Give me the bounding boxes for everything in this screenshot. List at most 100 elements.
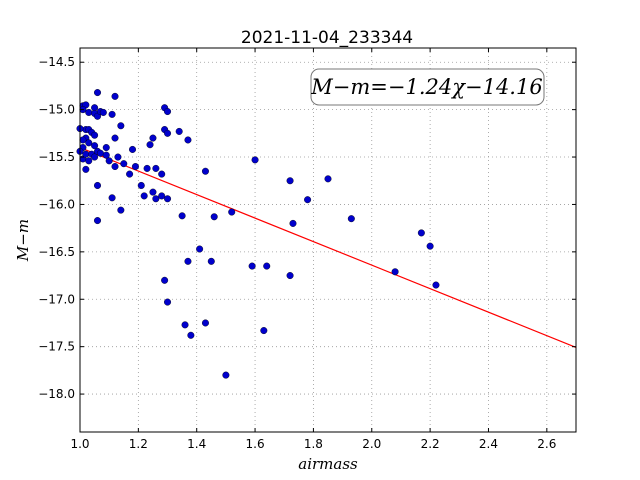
data-point <box>289 219 297 227</box>
data-point <box>432 281 440 289</box>
data-point <box>228 208 236 216</box>
data-point <box>164 108 172 116</box>
data-point <box>263 262 271 270</box>
data-point <box>85 157 93 165</box>
data-point <box>184 257 192 265</box>
data-point <box>146 141 154 149</box>
data-point <box>137 181 145 189</box>
x-tick-label: 2.6 <box>537 437 556 451</box>
data-point <box>286 272 294 280</box>
data-point <box>114 153 122 161</box>
data-point <box>196 245 204 253</box>
data-point <box>82 165 90 173</box>
y-tick-label: −16.5 <box>38 245 75 259</box>
y-tick-label: −15.5 <box>38 150 75 164</box>
data-point <box>426 242 434 250</box>
data-point <box>91 142 99 150</box>
data-point <box>99 108 107 116</box>
x-axis-label: airmass <box>298 455 358 473</box>
data-point <box>94 217 102 225</box>
data-point <box>248 262 256 270</box>
x-tick-label: 1.6 <box>246 437 265 451</box>
data-point <box>117 122 125 130</box>
points-layer <box>76 89 440 379</box>
data-point <box>117 206 125 214</box>
data-point <box>149 188 157 196</box>
x-tick-label: 2.4 <box>479 437 498 451</box>
ticks-layer: 1.0 1.2 1.4 1.6 1.8 2.0 2.2 2.4 2.6 −14.5 −15.0 −15… <box>38 48 576 451</box>
y-tick-label: −17.0 <box>38 292 75 306</box>
grid-layer <box>79 48 576 432</box>
data-point <box>178 212 186 220</box>
y-tick-label: −17.5 <box>38 340 75 354</box>
data-point <box>164 129 172 137</box>
fit-line <box>79 146 577 348</box>
data-point <box>201 167 209 175</box>
data-point <box>158 170 166 178</box>
y-tick-label: −16.0 <box>38 197 75 211</box>
data-point <box>79 136 87 144</box>
x-tick-label: 2.0 <box>362 437 381 451</box>
data-point <box>347 215 355 223</box>
data-point <box>161 276 169 284</box>
data-point <box>108 194 116 202</box>
data-point <box>149 134 157 142</box>
data-point <box>85 139 93 147</box>
data-point <box>184 136 192 144</box>
data-point <box>201 319 209 327</box>
data-point <box>187 331 195 339</box>
y-tick-label: −15.0 <box>38 103 75 117</box>
data-point <box>143 164 151 172</box>
data-point <box>417 229 425 237</box>
data-point <box>91 131 99 139</box>
data-point <box>126 170 134 178</box>
plot-frame <box>79 47 577 433</box>
y-tick-label: −18.0 <box>38 387 75 401</box>
data-point <box>131 163 139 171</box>
data-point <box>207 257 215 265</box>
data-point <box>94 181 102 189</box>
x-tick-label: 1.0 <box>70 437 89 451</box>
data-point <box>102 144 110 152</box>
fit-layer <box>79 146 577 348</box>
fit-annotation: M−m=−1.24χ−14.16 <box>310 68 545 106</box>
data-point <box>210 213 218 221</box>
fit-annotation-box <box>310 68 545 106</box>
y-axis-label: M−m <box>14 219 32 262</box>
y-tick-label: −14.5 <box>38 55 75 69</box>
data-point <box>91 153 99 161</box>
plot-area <box>80 48 576 432</box>
data-point <box>129 145 137 153</box>
data-point <box>304 196 312 204</box>
data-point <box>152 164 160 172</box>
data-point <box>108 110 116 118</box>
data-point <box>152 195 160 203</box>
fit-annotation-text: M−m=−1.24χ−14.16 <box>310 75 542 99</box>
data-point <box>222 371 230 379</box>
data-point <box>391 268 399 276</box>
data-point <box>94 89 102 97</box>
x-tick-label: 1.2 <box>129 437 148 451</box>
data-point <box>181 321 189 329</box>
chart-title: 2021-11-04_233344 <box>241 28 413 48</box>
data-point <box>96 149 104 157</box>
data-point <box>324 175 332 183</box>
data-point <box>175 127 183 135</box>
data-point <box>102 151 110 159</box>
data-point <box>164 195 172 203</box>
data-point <box>111 163 119 171</box>
x-tick-label: 2.2 <box>421 437 440 451</box>
data-point <box>85 108 93 116</box>
data-point <box>140 192 148 200</box>
data-point <box>111 134 119 142</box>
data-point <box>286 177 294 185</box>
data-point <box>111 92 119 100</box>
data-point <box>260 327 268 335</box>
data-point <box>82 150 90 158</box>
x-tick-label: 1.4 <box>187 437 206 451</box>
data-point <box>164 298 172 306</box>
data-point <box>120 160 128 168</box>
data-point <box>105 157 113 165</box>
x-tick-label: 1.8 <box>304 437 323 451</box>
